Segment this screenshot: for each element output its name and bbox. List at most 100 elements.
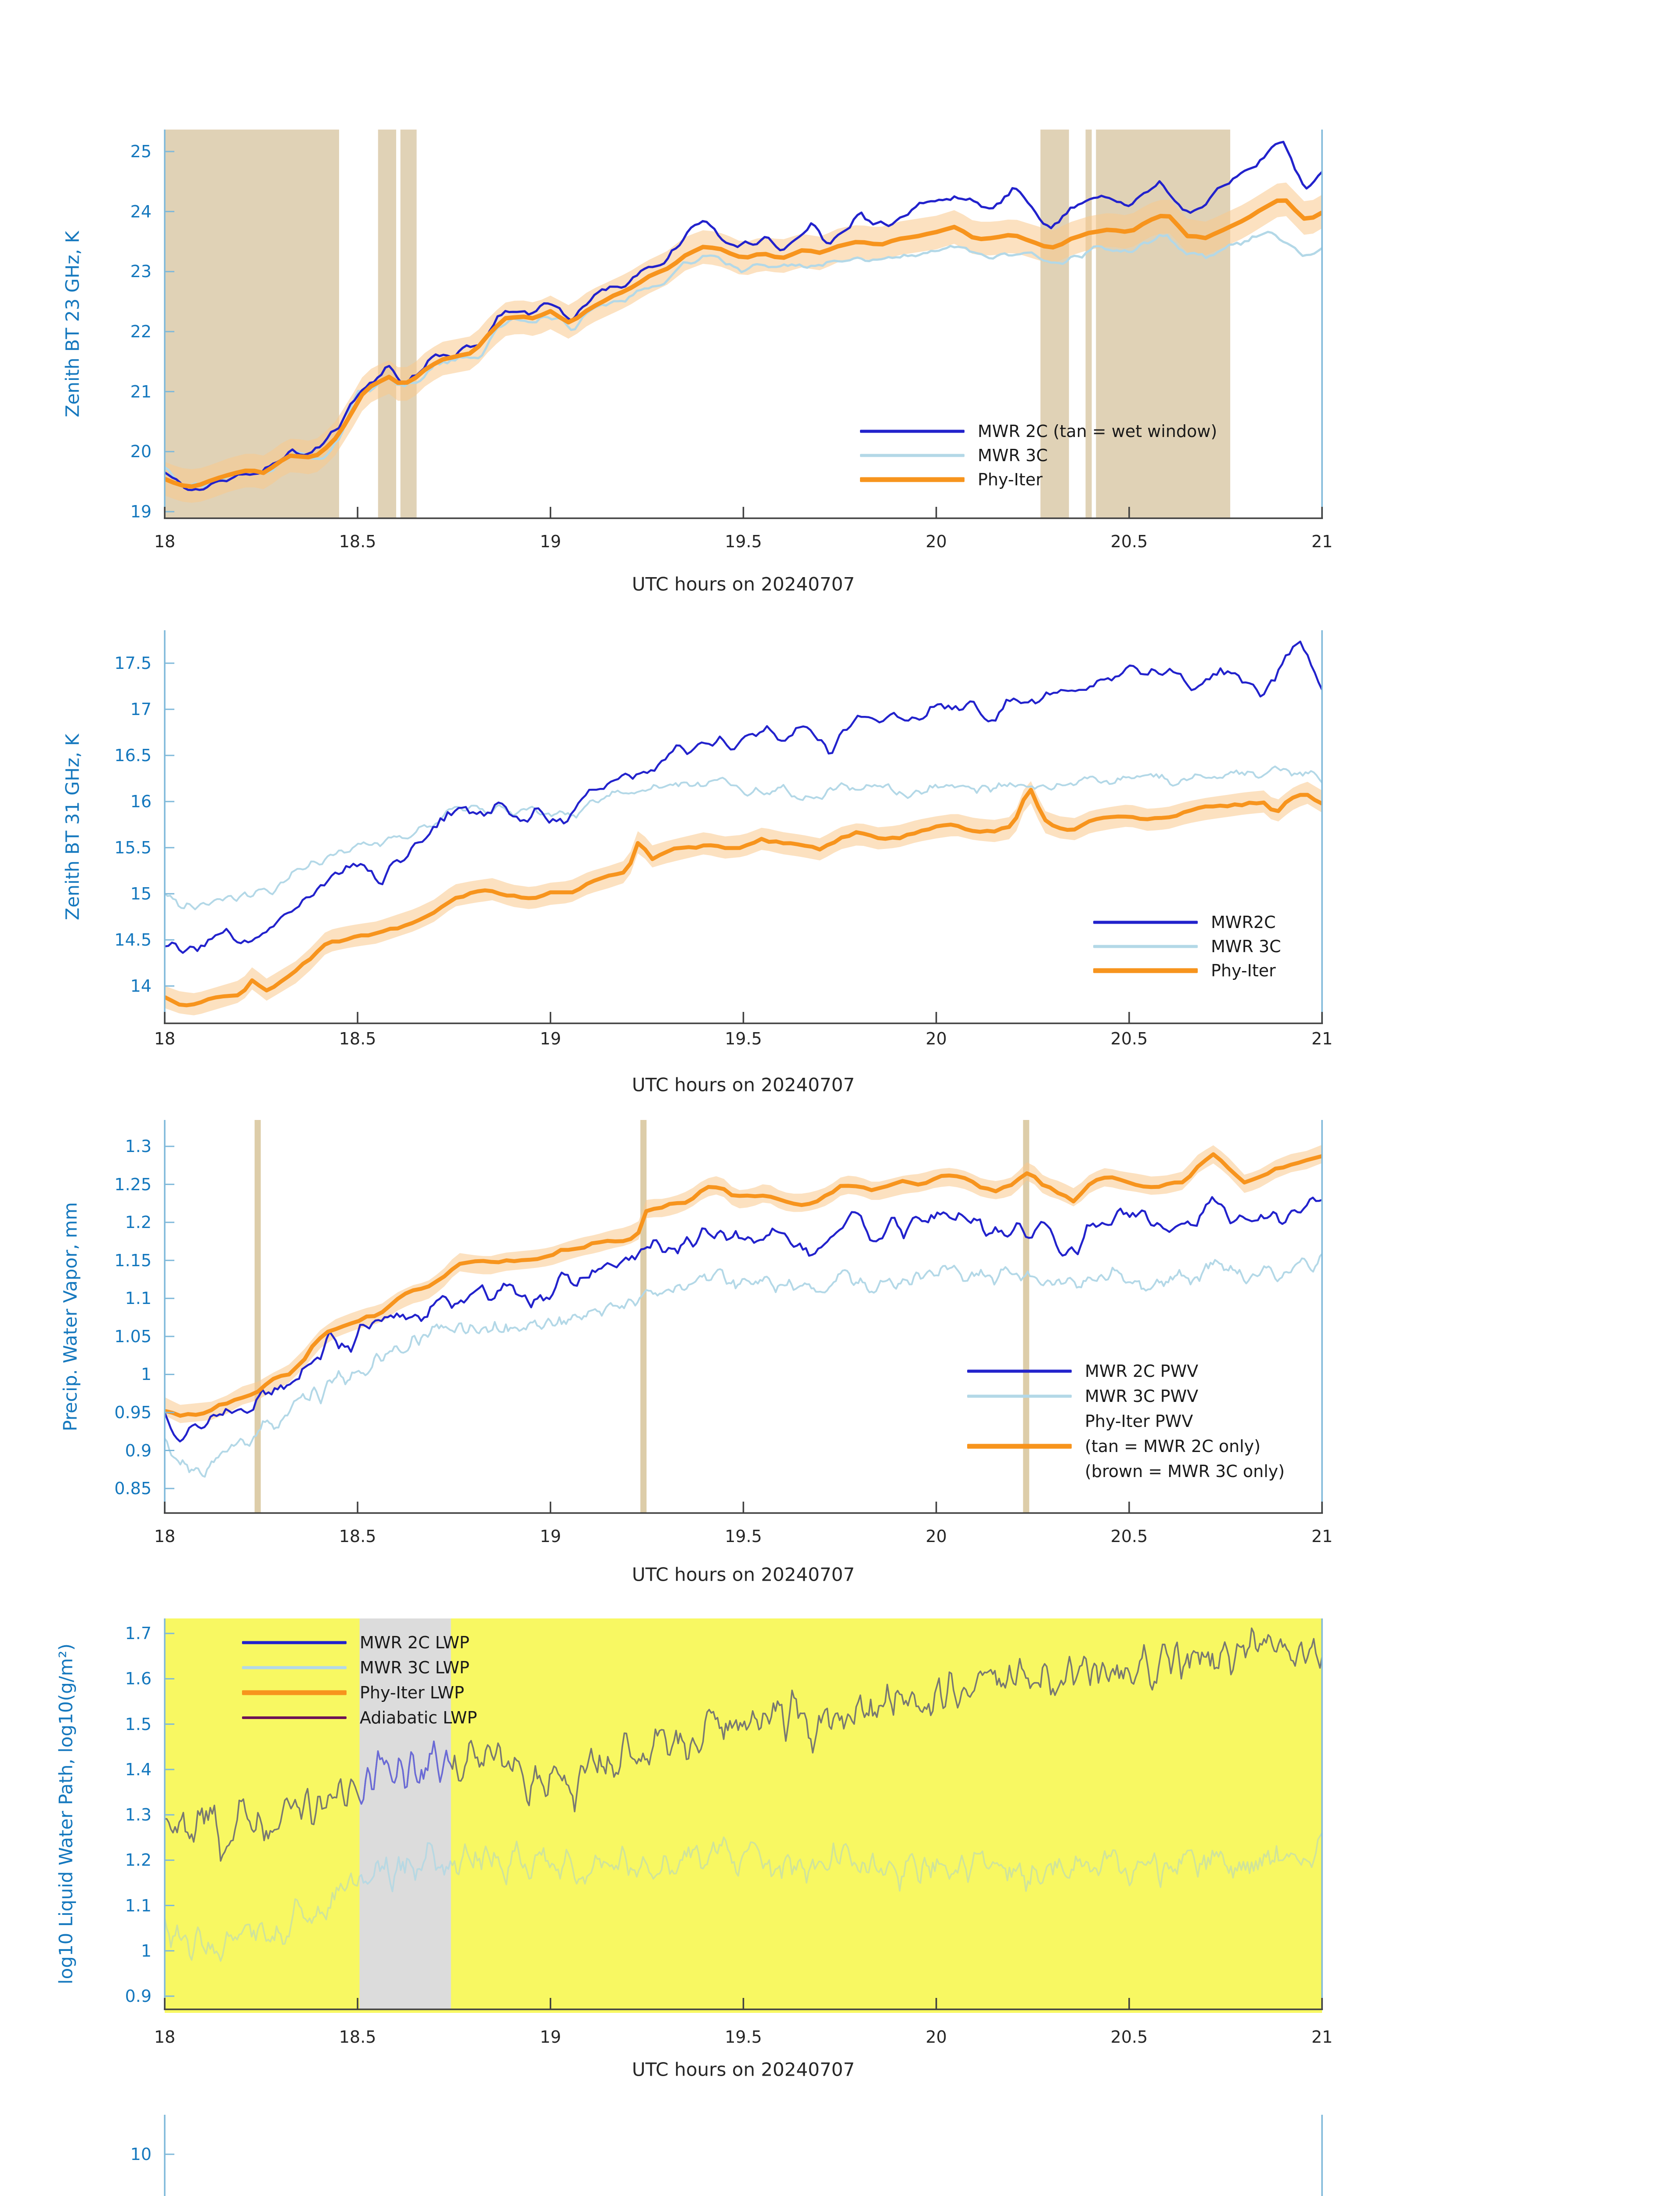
x-tick-label: 20.5 [1110,532,1148,551]
legend-label: MWR 3C [978,446,1048,465]
y-tick-label: 16 [130,791,152,811]
legend-line-mwr3c [1093,945,1198,948]
x-tick-label: 21 [1311,532,1333,551]
series-phy-iter-pwv [165,1152,1322,1418]
y-tick-label: 1.6 [125,1669,152,1689]
legend-line-mwr2c-pwv [967,1369,1072,1373]
wet-window-band [1040,130,1069,518]
legend-line-phyiter [860,477,965,482]
uncertainty-band [165,182,1322,503]
series-mwr-2c-lwp [165,1627,1322,1862]
ylabel-lwp: log10 Liquid Water Path, log10(g/m²) [55,1643,77,1985]
legend-label: MWR 3C [1211,937,1281,956]
x-tick-label: 19 [540,2027,561,2047]
series-mwr-2c-pwv [165,1196,1322,1443]
legend-line-mwr2c [1093,921,1198,924]
x-tick-label: 20 [925,1029,947,1048]
y-tick-label: 14 [130,976,152,996]
series-mwr-3c-lwp [165,1832,1322,1962]
y-tick-label: 1.1 [125,1896,152,1915]
y-tick-label: 10 [130,2145,152,2164]
legend-label: Adiabatic LWP [360,1708,477,1727]
series-mwr-2c [165,141,1322,491]
legend-label: (brown = MWR 3C only) [1085,1462,1285,1481]
series-mwr-3c [165,231,1322,488]
retrieval-marker-band [640,1120,647,1513]
y-tick-label: 25 [130,142,152,162]
legend-line-phyiter-lwp [242,1690,347,1695]
legend-label: MWR 3C LWP [360,1658,470,1677]
uncertainty-band [165,1145,1322,1423]
y-tick-label: 1 [141,1365,152,1384]
y-tick-label: 16.5 [114,745,152,765]
y-tick-label: 1.2 [125,1850,152,1870]
x-tick-label: 20 [925,2027,947,2047]
x-tick-label: 21 [1311,2027,1333,2047]
legend-line-mwr3c-pwv [967,1394,1072,1398]
x-tick-label: 18.5 [339,2027,376,2047]
x-tick-label: 20.5 [1110,1029,1148,1048]
ylabel-pwv: Precip. Water Vapor, mm [59,1202,81,1431]
series-mwr-3c-pwv [165,1253,1322,1478]
y-tick-label: 1.25 [114,1174,152,1194]
series-phy-iter [165,198,1322,489]
wet-window-band [1096,130,1230,518]
y-tick-label: 1.3 [125,1137,152,1156]
gray-band [359,1618,451,2009]
y-tick-label: 20 [130,442,152,462]
legend-label: MWR2C [1211,913,1276,932]
x-tick-label: 18.5 [339,1029,376,1048]
x-tick-label: 21 [1311,1029,1333,1048]
y-tick-label: 1.15 [114,1250,152,1270]
xlabel-panel4: UTC hours on 20240707 [632,2059,855,2080]
ylabel-zenith-bt-31: Zenith BT 31 GHz, K [61,733,83,920]
y-tick-label: 17.5 [114,653,152,673]
y-tick-label: 1 [141,1941,152,1961]
uncertainty-band [165,781,1322,1015]
y-tick-label: 23 [130,262,152,282]
x-tick-label: 18.5 [339,1527,376,1546]
retrieval-marker-band [254,1120,261,1513]
retrieval-marker-band [1023,1120,1030,1513]
x-tick-label: 19.5 [725,2027,762,2047]
y-tick-label: 1.5 [125,1714,152,1734]
x-tick-label: 20.5 [1110,1527,1148,1546]
y-tick-label: 14.5 [114,930,152,950]
y-tick-label: 0.95 [114,1402,152,1422]
x-tick-label: 20.5 [1110,2027,1148,2047]
x-tick-label: 19.5 [725,1029,762,1048]
chart-zenith-bt-23ghz [164,130,1323,519]
legend-label: MWR 3C PWV [1085,1387,1199,1406]
y-tick-label: 17 [130,699,152,719]
legend-line-mwr3c-lwp [242,1666,347,1669]
y-tick-label: 0.85 [114,1479,152,1499]
legend-label: MWR 2C (tan = wet window) [978,422,1218,441]
legend-line-mwr2c [860,430,965,433]
series-phy-iter [165,787,1322,1008]
y-tick-label: 15 [130,884,152,903]
y-tick-label: 1.3 [125,1805,152,1825]
x-tick-label: 18 [154,1029,176,1048]
x-tick-label: 19.5 [725,1527,762,1546]
y-tick-label: 0.9 [125,1441,152,1460]
legend-label: MWR 2C PWV [1085,1362,1199,1381]
y-tick-label: 15.5 [114,838,152,857]
x-tick-label: 18 [154,2027,176,2047]
y-tick-label: 1.2 [125,1213,152,1232]
legend-line-adiabatic-lwp [242,1716,347,1719]
y-tick-label: 1.4 [125,1759,152,1779]
series-mwr2c [165,640,1322,954]
chart-zenith-bt-31ghz [164,630,1323,1024]
x-tick-label: 20 [925,1527,947,1546]
legend-line-mwr3c [860,454,965,457]
x-tick-label: 19 [540,1029,561,1048]
legend-line-phyiter [1093,968,1198,973]
x-tick-label: 19.5 [725,532,762,551]
legend-label: (tan = MWR 2C only) [1085,1437,1261,1456]
wet-window-band [378,130,396,518]
y-tick-label: 22 [130,321,152,341]
plot-background [165,1618,1322,2013]
legend-label: Phy-Iter [1211,961,1276,980]
